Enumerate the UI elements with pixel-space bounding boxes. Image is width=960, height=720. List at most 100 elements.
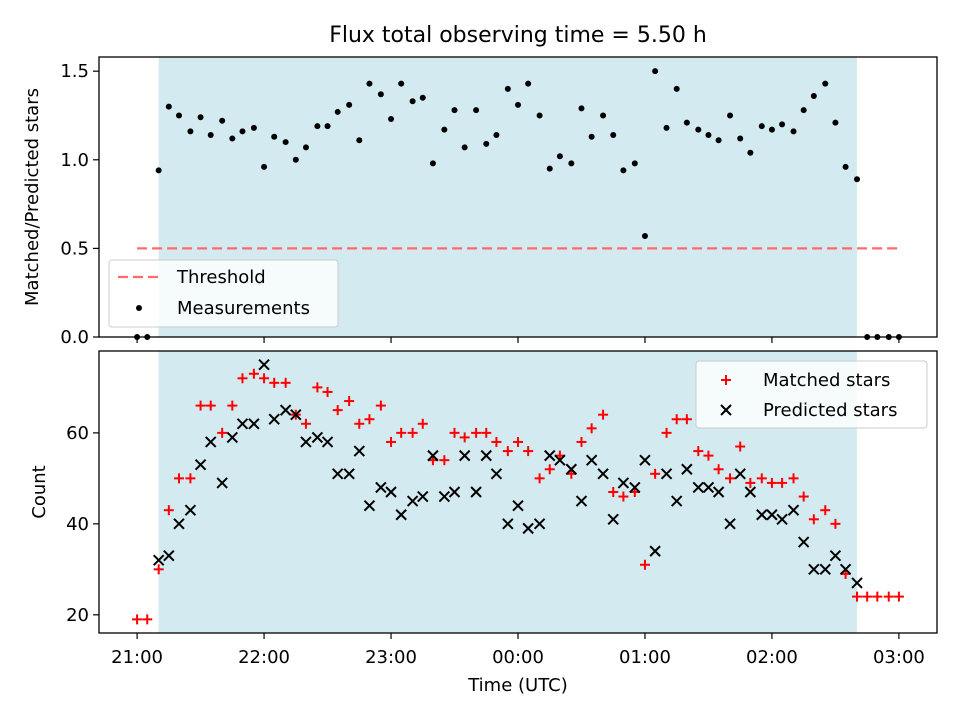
predicted-star-point [258, 358, 270, 371]
predicted-star-point-b [819, 563, 831, 576]
ratio-y-label: Matched/Predicted stars [22, 88, 43, 306]
measurement-point [810, 92, 817, 99]
predicted-star-point-b [331, 468, 344, 480]
measurement-point [568, 160, 575, 167]
predicted-star-point-b [258, 358, 270, 371]
measurement-point [556, 153, 563, 160]
predicted-star-point [448, 486, 461, 498]
measurement-point [155, 167, 162, 174]
predicted-star-point-b [585, 454, 598, 466]
predicted-star-point-b [512, 499, 524, 512]
matched-star-point [259, 373, 270, 384]
matched-star-point [417, 418, 428, 429]
predicted-star-point [692, 481, 705, 494]
predicted-star-point [363, 499, 376, 512]
predicted-star-point-b [279, 404, 292, 416]
predicted-star-point [458, 449, 471, 462]
predicted-star-point [851, 577, 863, 589]
predicted-star-point [353, 445, 365, 457]
y-tick-label: 40 [66, 514, 89, 535]
predicted-star-point-b [480, 449, 492, 462]
legend-matched-swatch [721, 375, 731, 385]
predicted-star-point [522, 522, 534, 535]
measurement-point [419, 94, 426, 101]
matched-star-point [459, 432, 470, 443]
matched-star-point [481, 427, 492, 438]
legend-predicted-label: Predicted stars [763, 400, 897, 421]
matched-star-point [502, 446, 513, 457]
predicted-star-point-b [353, 445, 365, 457]
predicted-star-point-b [236, 418, 249, 430]
measurement-point [388, 116, 395, 123]
measurement-point [441, 126, 448, 133]
matched-star-point [407, 427, 418, 438]
predicted-star-point [184, 504, 197, 516]
measurement-point [768, 126, 775, 133]
predicted-star-point-b [385, 486, 397, 498]
measurement-point [779, 121, 786, 128]
matched-star-point [386, 436, 397, 447]
measurement-point [165, 103, 172, 110]
measurement-point [515, 101, 521, 108]
predicted-star-point [331, 468, 344, 480]
matched-star-point [354, 418, 365, 429]
predicted-star-point-b [787, 504, 800, 516]
measurement-point [250, 124, 257, 131]
y-tick-label: 60 [66, 423, 89, 444]
predicted-star-point [533, 518, 546, 530]
matched-star-point [269, 377, 280, 388]
matched-star-point [808, 514, 819, 525]
predicted-star-point [544, 449, 556, 462]
count-legend: Matched stars Predicted stars [695, 360, 928, 429]
matched-star-point [735, 441, 746, 452]
predicted-star-point-b [712, 486, 725, 498]
measurement-point [631, 160, 638, 167]
matched-star-point [661, 427, 672, 438]
predicted-star-point-b [226, 431, 239, 444]
matched-star-point [396, 427, 407, 438]
matched-star-point [650, 468, 661, 479]
predicted-star-point-b [565, 463, 578, 475]
measurement-point [536, 112, 543, 119]
x-tick-label: 01:00 [619, 647, 671, 668]
measurement-point [610, 131, 617, 138]
matched-star-point [798, 491, 809, 502]
matched-star-point [893, 591, 904, 602]
predicted-star-point-b [311, 431, 324, 444]
matched-star-point [173, 473, 184, 484]
x-axis-label: Time (UTC) [467, 675, 568, 696]
predicted-star-point-b [575, 495, 588, 507]
predicted-star-point-b [629, 481, 641, 494]
measurement-point [377, 91, 384, 98]
legend-predicted-swatch [720, 404, 732, 416]
measurement-point [302, 144, 309, 151]
predicted-star-point-b [268, 413, 280, 425]
predicted-star-point-b [544, 449, 556, 462]
matched-star-point [883, 591, 894, 602]
matched-star-point [227, 400, 238, 411]
measurement-points [134, 68, 902, 340]
matched-star-point [703, 450, 714, 461]
predicted-star-point-b [343, 468, 355, 480]
predicted-star-point [438, 490, 451, 503]
predicted-star-point-b [617, 477, 630, 489]
predicted-star-point [776, 513, 788, 525]
predicted-star-point [617, 477, 630, 489]
ratio-panel: 0.0 0.5 1.0 1.5 Matched/Predicted stars Thr… [22, 56, 938, 348]
matched-star-point [523, 446, 534, 457]
predicted-star-point-b [417, 490, 429, 503]
ratio-x-ticks [136, 337, 900, 343]
predicted-star-point [512, 499, 524, 512]
measurement-point [800, 107, 807, 114]
predicted-star-point [248, 418, 260, 430]
predicted-star-point-b [808, 563, 820, 576]
predicted-star-point [744, 486, 757, 498]
predicted-star-point-b [216, 477, 228, 489]
predicted-star-point-b [660, 468, 673, 480]
matched-star-point [713, 464, 724, 475]
matched-star-point [237, 373, 248, 384]
legend-matched-label: Matched stars [763, 370, 890, 391]
matched-star-point [681, 414, 692, 425]
predicted-star-point-b [649, 545, 661, 557]
matched-star-point [693, 446, 704, 457]
